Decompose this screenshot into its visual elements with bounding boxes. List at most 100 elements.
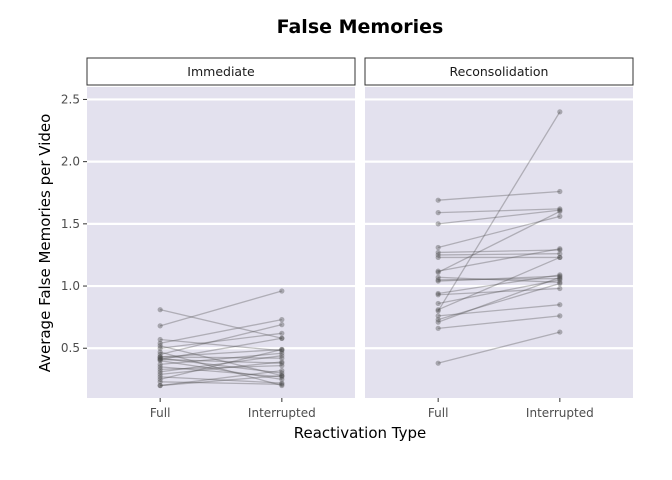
data-point xyxy=(279,376,285,382)
data-point xyxy=(435,290,441,297)
y-axis: 0.5 1.0 1.5 2.0 2.5 xyxy=(61,92,87,355)
data-point xyxy=(279,370,285,376)
facet-immediate: Immediate Full Interrupted xyxy=(86,57,356,420)
data-point xyxy=(435,274,441,280)
data-point xyxy=(557,313,563,319)
data-point xyxy=(279,360,285,366)
data-point xyxy=(435,252,441,258)
data-point xyxy=(279,359,285,365)
facet-strip xyxy=(364,57,634,86)
participant-line xyxy=(438,190,560,201)
data-point xyxy=(279,381,285,387)
data-point xyxy=(435,292,441,298)
data-point xyxy=(557,207,563,213)
data-point xyxy=(279,346,285,353)
y-tick-label: 1.5 xyxy=(61,217,80,231)
data-point xyxy=(557,329,563,335)
data-point xyxy=(557,280,563,287)
data-point xyxy=(557,254,563,261)
data-point xyxy=(157,371,163,377)
participant-line xyxy=(160,348,282,380)
data-point xyxy=(157,364,163,370)
participant-line xyxy=(160,337,282,361)
participant-line xyxy=(160,356,282,359)
data-point xyxy=(557,206,563,212)
participant-line xyxy=(438,208,560,214)
data-point xyxy=(279,368,285,374)
data-point xyxy=(557,208,563,214)
data-point xyxy=(279,346,285,353)
participant-line xyxy=(160,338,282,352)
participant-line xyxy=(438,276,560,283)
data-point xyxy=(557,254,563,261)
data-point xyxy=(557,213,563,219)
data-point xyxy=(157,343,163,349)
data-point xyxy=(279,288,285,294)
facet-strip xyxy=(86,57,356,86)
data-point xyxy=(435,197,441,203)
data-point xyxy=(435,325,441,331)
y-tick-label: 1.0 xyxy=(61,279,80,293)
data-point xyxy=(557,109,563,115)
data-point xyxy=(279,373,285,379)
data-point xyxy=(435,221,441,227)
participant-line xyxy=(160,357,282,374)
data-point xyxy=(157,345,163,351)
data-point xyxy=(557,251,563,257)
data-point xyxy=(279,380,285,386)
panel-background xyxy=(87,87,355,398)
data-point xyxy=(157,382,163,389)
data-point xyxy=(157,379,163,385)
data-point xyxy=(435,254,441,261)
x-tick-label: Interrupted xyxy=(526,406,594,420)
data-point xyxy=(557,285,563,292)
data-point xyxy=(557,302,563,308)
participant-line xyxy=(160,366,282,378)
data-point xyxy=(157,340,163,346)
data-point xyxy=(157,376,163,382)
participant-line xyxy=(160,358,282,364)
data-point xyxy=(279,382,285,389)
participant-line xyxy=(160,365,282,371)
participant-line xyxy=(160,345,282,377)
facet-label: Immediate xyxy=(187,64,255,79)
participant-line xyxy=(438,304,560,317)
data-point xyxy=(435,307,441,313)
facet-reconsolidation: Reconsolidation Full Interrupted xyxy=(364,57,634,420)
data-point xyxy=(557,274,563,280)
facet-panels: Immediate Full Interrupted Reconsolidation F… xyxy=(86,57,634,420)
y-tick-label: 2.0 xyxy=(61,155,80,169)
data-point xyxy=(157,366,163,372)
data-point xyxy=(435,300,441,307)
participant-line xyxy=(160,332,282,349)
data-point xyxy=(435,268,441,274)
data-point xyxy=(157,307,163,313)
x-tick-label: Interrupted xyxy=(248,406,316,420)
participant-line xyxy=(438,277,560,281)
participant-line xyxy=(160,361,282,376)
data-point xyxy=(435,317,441,323)
participant-line xyxy=(159,290,283,327)
data-point xyxy=(157,351,163,358)
panel-background xyxy=(365,87,633,398)
participant-line xyxy=(438,287,560,296)
data-point xyxy=(157,354,163,360)
participant-line xyxy=(437,276,561,323)
participant-line xyxy=(438,274,560,295)
participant-line xyxy=(160,318,282,344)
participant-line xyxy=(160,352,282,366)
data-point xyxy=(557,246,563,252)
participant-line xyxy=(438,315,560,329)
data-point xyxy=(279,350,285,356)
data-point xyxy=(435,210,441,216)
participant-line xyxy=(160,381,282,385)
participant-line xyxy=(438,275,560,282)
x-axis-title: Reactivation Type xyxy=(294,424,427,442)
x-tick-label: Full xyxy=(150,406,171,420)
facet-label: Reconsolidation xyxy=(450,64,549,79)
y-tick-label: 2.5 xyxy=(61,92,80,106)
data-point xyxy=(279,355,285,361)
participant-line xyxy=(160,323,282,356)
participant-line xyxy=(438,248,560,272)
